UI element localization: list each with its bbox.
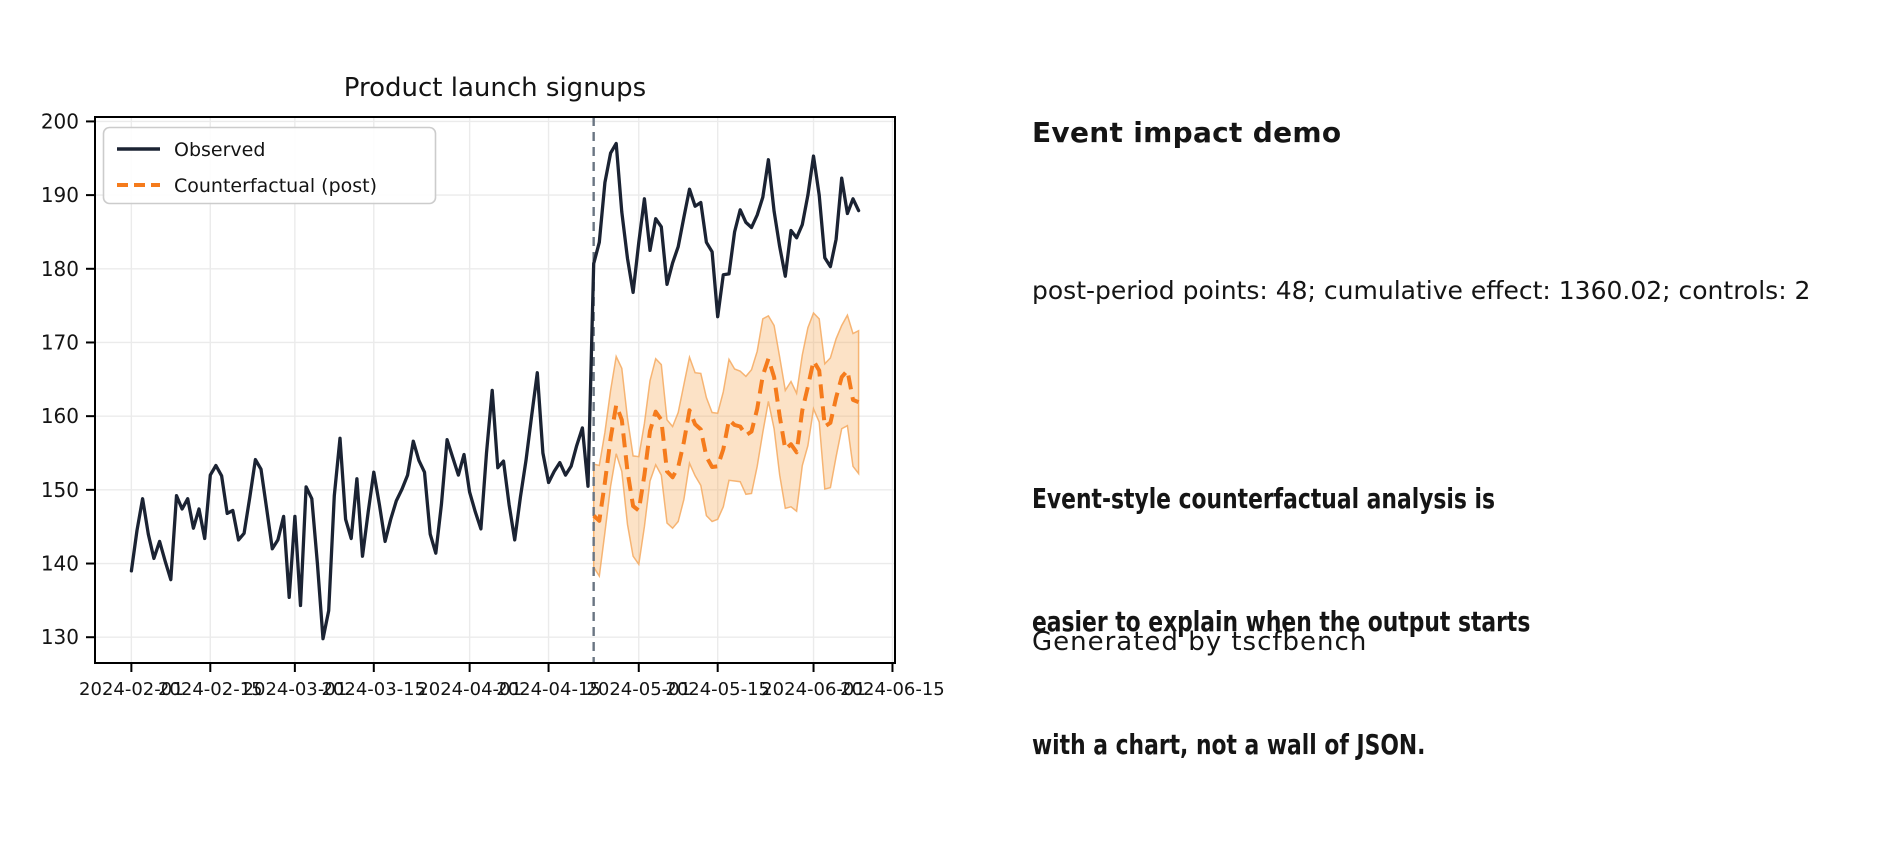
counterfactual-line	[592, 356, 860, 523]
y-axis-tick-label: 160	[41, 404, 79, 428]
panel-headline: Event-style counterfactual analysis is e…	[1032, 396, 1530, 847]
y-axis-tick-label: 190	[41, 183, 79, 207]
panel-headline-line1: Event-style counterfactual analysis is	[1032, 482, 1495, 515]
x-axis-tick-label: 2024-03-15	[321, 679, 426, 700]
panel-headline-line3: with a chart, not a wall of JSON.	[1032, 728, 1426, 761]
observed-line	[129, 141, 861, 641]
x-axis-tick-label: 2024-02-15	[158, 679, 263, 700]
y-axis-tick-label: 150	[41, 478, 79, 502]
legend-label-counterfactual: Counterfactual (post)	[174, 175, 377, 197]
panel-stats-line: post-period points: 48; cumulative effec…	[1032, 276, 1811, 305]
x-axis-tick-label: 2024-05-15	[665, 679, 770, 700]
x-axis-tick-label: 2024-02-01	[79, 679, 184, 700]
chart-title: Product launch signups	[344, 73, 646, 103]
x-axis-tick-label: 2024-03-01	[243, 679, 348, 700]
panel-heading: Event impact demo	[1032, 116, 1342, 149]
legend-box	[102, 126, 437, 205]
signup-chart: 2024-02-012024-02-152024-03-012024-03-15…	[41, 73, 945, 700]
y-axis-tick-label: 130	[41, 625, 79, 649]
x-axis-tick-label: 2024-04-01	[417, 679, 522, 700]
x-axis-tick-label: 2024-04-15	[496, 679, 601, 700]
x-axis-tick-label: 2024-06-01	[761, 679, 866, 700]
y-axis-tick-label: 180	[41, 257, 79, 281]
confidence-band	[592, 311, 860, 579]
x-axis-tick-label: 2024-06-15	[840, 679, 945, 700]
screenshot-root: 2024-02-01 2024-02-15 2024-03-01 2024-03-15…	[40, 73, 1811, 761]
plot-frame	[94, 116, 896, 664]
y-axis-tick-label: 170	[41, 330, 79, 354]
x-axis-tick-label: 2024-05-01	[586, 679, 691, 700]
panel-footer: Generated by tscfbench	[1032, 627, 1368, 657]
y-axis-tick-label: 200	[41, 109, 79, 133]
y-axis-tick-label: 140	[41, 552, 79, 576]
panel-headline-line2: easier to explain when the output starts	[1032, 605, 1531, 638]
legend-label-observed: Observed	[174, 139, 265, 161]
